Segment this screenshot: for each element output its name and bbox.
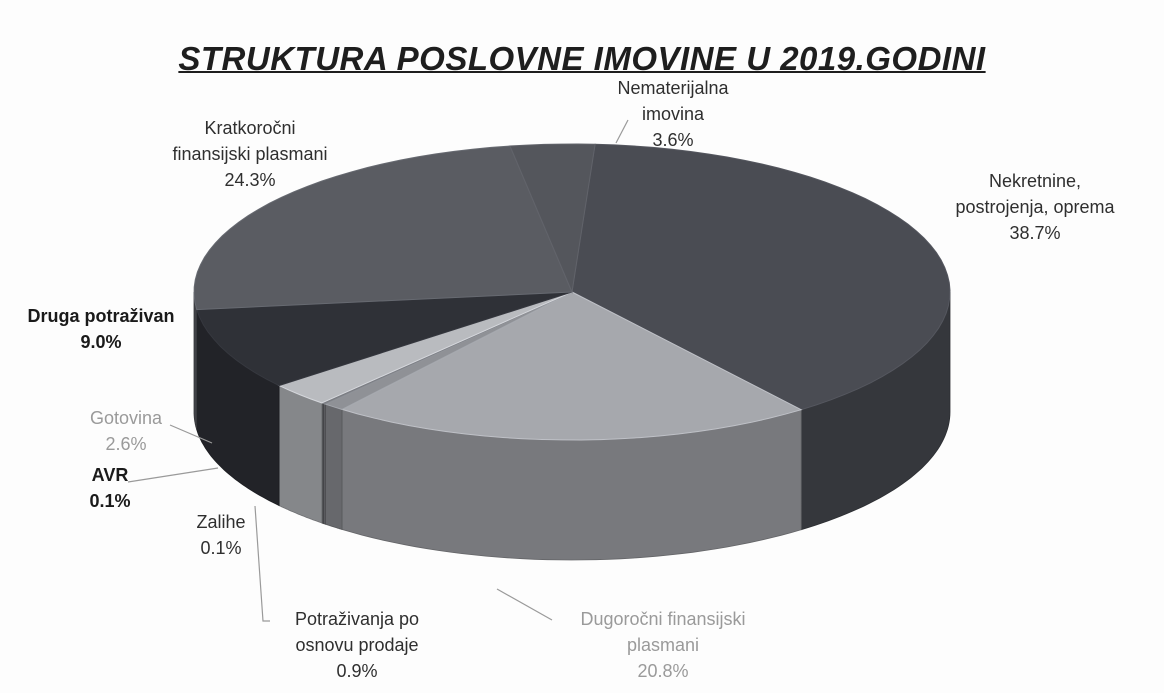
- slice-label-4: AVR 0.1%: [70, 462, 150, 514]
- leader-line-1: [496, 588, 553, 621]
- slice-label-8: Nematerijalna imovina 3.6%: [598, 75, 748, 153]
- slice-label-text: AVR: [91, 465, 129, 485]
- slice-label-text: Nekretnine,: [988, 171, 1082, 191]
- slice-label-0: Nekretnine, postrojenja, oprema 38.7%: [930, 168, 1140, 246]
- slice-value-label: 2.6%: [105, 434, 147, 454]
- slice-label-7: Kratkoročni finansijski plasmani 24.3%: [140, 115, 360, 193]
- slice-value-label: 38.7%: [1009, 223, 1061, 243]
- slice-label-text: Dugoročni finansijski: [580, 609, 746, 629]
- slice-label-5: Gotovina 2.6%: [66, 405, 186, 457]
- slice-value-label: 9.0%: [80, 332, 122, 352]
- slice-label-6: Druga potraživan 9.0%: [6, 303, 196, 355]
- slice-label-text: osnovu prodaje: [295, 635, 419, 655]
- slice-value-label: 0.1%: [89, 491, 131, 511]
- slice-label-2: Potraživanja po osnovu prodaje 0.9%: [262, 606, 452, 684]
- slice-value-label: 0.1%: [200, 538, 242, 558]
- slice-label-text: Gotovina: [89, 408, 163, 428]
- pie-slice-side-2: [325, 403, 343, 530]
- pie-slice-0: [571, 143, 951, 411]
- slice-value-label: 20.8%: [637, 661, 689, 681]
- slice-label-text: Potraživanja po: [294, 609, 420, 629]
- slice-value-label: 3.6%: [652, 130, 694, 150]
- slice-label-text: imovina: [641, 104, 705, 124]
- slice-label-3: Zalihe 0.1%: [166, 509, 276, 561]
- pie-top-group: [193, 143, 951, 441]
- pie-slice-6: [195, 291, 573, 387]
- leader-line-2: [254, 505, 270, 622]
- slice-value-label: 0.9%: [336, 661, 378, 681]
- pie-slice-7: [193, 145, 573, 311]
- slice-label-1: Dugoročni finansijski plasmani 20.8%: [528, 606, 798, 684]
- leader-line-4: [127, 467, 219, 483]
- slice-label-text: Kratkoročni: [204, 118, 296, 138]
- leader-line-8: [615, 119, 629, 144]
- pie-slice-1: [340, 291, 803, 441]
- pie-slice-side-5: [278, 385, 323, 524]
- slice-label-text: Nematerijalna: [617, 78, 729, 98]
- leader-line-5: [169, 424, 213, 444]
- slice-label-text: Druga potraživan: [27, 306, 175, 326]
- slice-label-text: plasmani: [626, 635, 700, 655]
- slice-label-text: postrojenja, oprema: [955, 197, 1115, 217]
- slice-label-text: Zalihe: [196, 512, 246, 532]
- pie-slice-8: [509, 143, 596, 294]
- pie-side-group: [193, 291, 951, 561]
- slice-label-text: finansijski plasmani: [172, 144, 328, 164]
- slice-value-label: 24.3%: [224, 170, 276, 190]
- chart-title: STRUKTURA POSLOVNE IMOVINE U 2019.GODINI: [178, 40, 986, 77]
